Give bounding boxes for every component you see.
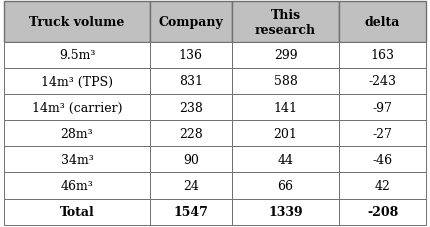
Text: -97: -97 xyxy=(372,101,393,114)
Bar xyxy=(339,199,426,225)
Text: This
research: This research xyxy=(255,8,316,36)
Bar xyxy=(232,2,339,43)
Text: 66: 66 xyxy=(278,179,294,192)
Text: 201: 201 xyxy=(273,127,298,140)
Bar xyxy=(339,173,426,199)
Text: 1339: 1339 xyxy=(268,205,303,218)
Bar xyxy=(339,95,426,121)
Text: 28m³: 28m³ xyxy=(61,127,93,140)
Bar xyxy=(4,95,150,121)
Text: Truck volume: Truck volume xyxy=(29,16,125,29)
Bar xyxy=(339,2,426,43)
Text: 228: 228 xyxy=(179,127,203,140)
Text: Company: Company xyxy=(158,16,223,29)
Bar xyxy=(4,69,150,95)
Text: -46: -46 xyxy=(372,153,393,166)
Bar xyxy=(232,199,339,225)
Bar xyxy=(232,69,339,95)
Bar xyxy=(150,173,232,199)
Text: 34m³: 34m³ xyxy=(61,153,93,166)
Bar xyxy=(232,95,339,121)
Bar xyxy=(4,121,150,147)
Text: 136: 136 xyxy=(179,49,203,62)
Bar xyxy=(232,43,339,69)
Bar xyxy=(4,2,150,43)
Text: -243: -243 xyxy=(369,75,396,88)
Text: 1547: 1547 xyxy=(173,205,208,218)
Bar xyxy=(150,121,232,147)
Text: -208: -208 xyxy=(367,205,398,218)
Bar xyxy=(150,199,232,225)
Bar xyxy=(232,147,339,173)
Text: -27: -27 xyxy=(372,127,393,140)
Bar xyxy=(4,43,150,69)
Bar xyxy=(150,95,232,121)
Text: Total: Total xyxy=(60,205,94,218)
Bar xyxy=(4,173,150,199)
Text: 24: 24 xyxy=(183,179,199,192)
Text: 90: 90 xyxy=(183,153,199,166)
Bar xyxy=(339,121,426,147)
Bar xyxy=(150,69,232,95)
Bar xyxy=(339,147,426,173)
Bar xyxy=(4,147,150,173)
Text: 141: 141 xyxy=(273,101,298,114)
Bar xyxy=(232,121,339,147)
Bar xyxy=(339,69,426,95)
Text: 42: 42 xyxy=(375,179,390,192)
Text: 14m³ (TPS): 14m³ (TPS) xyxy=(41,75,113,88)
Text: 299: 299 xyxy=(274,49,298,62)
Text: 44: 44 xyxy=(278,153,294,166)
Bar xyxy=(150,147,232,173)
Text: 46m³: 46m³ xyxy=(61,179,93,192)
Bar xyxy=(339,43,426,69)
Text: delta: delta xyxy=(365,16,400,29)
Text: 14m³ (carrier): 14m³ (carrier) xyxy=(32,101,122,114)
Text: 588: 588 xyxy=(273,75,298,88)
Bar xyxy=(150,43,232,69)
Text: 831: 831 xyxy=(179,75,203,88)
Text: 238: 238 xyxy=(179,101,203,114)
Bar xyxy=(150,2,232,43)
Text: 163: 163 xyxy=(371,49,394,62)
Bar xyxy=(232,173,339,199)
Text: 9.5m³: 9.5m³ xyxy=(59,49,95,62)
Bar xyxy=(4,199,150,225)
